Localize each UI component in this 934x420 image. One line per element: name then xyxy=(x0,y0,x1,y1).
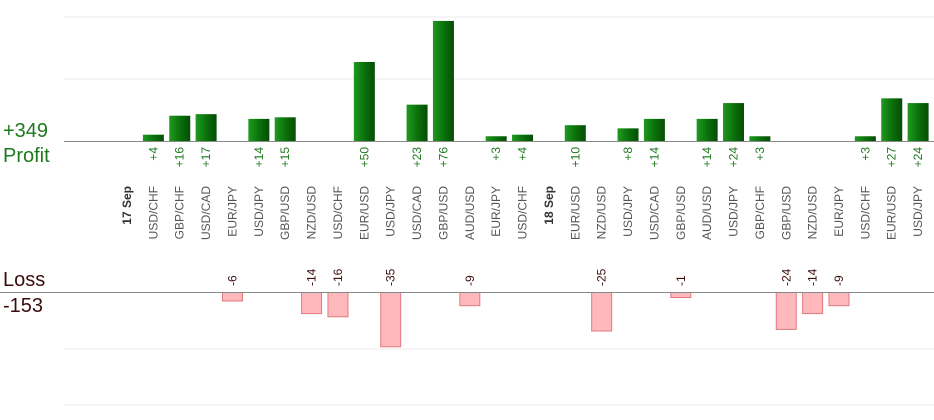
category-label: AUD/USD xyxy=(700,186,714,240)
profit-label: Profit xyxy=(3,145,50,167)
category-label: GBP/CHF xyxy=(173,186,187,239)
profit-value-label: +8 xyxy=(621,147,635,161)
profit-value-label: +24 xyxy=(727,147,741,168)
profit-value-label: +14 xyxy=(647,147,661,168)
category-label: USD/CHF xyxy=(516,186,530,239)
category-label: EUR/USD xyxy=(568,186,582,240)
profit-bar xyxy=(274,117,296,141)
loss-bar xyxy=(828,292,850,307)
profit-value-label: +16 xyxy=(173,147,187,168)
profit-value-label: +4 xyxy=(516,147,530,161)
profit-bar xyxy=(512,134,534,141)
profit-bar xyxy=(432,20,454,142)
profit-bar xyxy=(643,118,665,141)
profit-bar xyxy=(881,98,903,141)
loss-bar xyxy=(301,292,323,315)
category-label: USD/JPY xyxy=(911,186,925,237)
category-label: USD/CHF xyxy=(331,186,345,239)
profit-value-label: +24 xyxy=(911,147,925,168)
profit-bar xyxy=(564,125,586,141)
loss-value-label: -16 xyxy=(331,268,345,286)
loss-value-label: -1 xyxy=(674,275,688,286)
loss-value-label: -25 xyxy=(595,268,609,286)
category-label: GBP/USD xyxy=(779,186,793,240)
profit-value-label: +76 xyxy=(436,147,450,168)
category-label: GBP/USD xyxy=(436,186,450,240)
profit-bar xyxy=(406,104,428,141)
profit-value-label: +15 xyxy=(278,147,292,168)
category-label: EUR/JPY xyxy=(832,186,846,237)
category-label: USD/CHF xyxy=(858,186,872,239)
profit-bar xyxy=(248,118,270,141)
category-label: EUR/JPY xyxy=(225,186,239,237)
loss-bar xyxy=(775,292,797,330)
profit-bar xyxy=(195,114,217,141)
profit-bar xyxy=(169,115,191,141)
loss-value-label: -35 xyxy=(384,268,398,286)
category-label: GBP/CHF xyxy=(753,186,767,239)
profit-value-label: +4 xyxy=(146,147,160,161)
profit-value-label: +3 xyxy=(489,147,503,161)
category-label: EUR/JPY xyxy=(489,186,503,237)
category-label: USD/JPY xyxy=(621,186,635,237)
profit-value-label: +14 xyxy=(252,147,266,168)
profit-bar xyxy=(617,128,639,141)
category-label: EUR/USD xyxy=(885,186,899,240)
loss-label: Loss xyxy=(3,269,46,291)
category-label: USD/CAD xyxy=(647,186,661,240)
profit-value-label: +17 xyxy=(199,147,213,168)
category-label: USD/JPY xyxy=(384,186,398,237)
profit-bar xyxy=(854,136,876,141)
profit-value-label: +23 xyxy=(410,147,424,168)
date-label: 17 Sep xyxy=(120,186,134,225)
date-label: 18 Sep xyxy=(542,186,556,225)
profit-total: +349 xyxy=(3,120,49,142)
profit-value-label: +50 xyxy=(357,147,371,168)
loss-bar xyxy=(591,292,613,332)
profit-bar xyxy=(907,103,929,141)
category-label: NZD/USD xyxy=(595,186,609,240)
category-label: AUD/USD xyxy=(463,186,477,240)
profit-bar xyxy=(723,103,745,141)
category-label: USD/JPY xyxy=(727,186,741,237)
loss-value-label: -14 xyxy=(305,268,319,286)
profit-value-label: +27 xyxy=(885,147,899,168)
loss-bar xyxy=(380,292,402,348)
category-label: USD/CAD xyxy=(410,186,424,240)
loss-bar xyxy=(670,292,692,298)
loss-bar xyxy=(327,292,349,318)
profit-bar xyxy=(485,136,507,141)
profit-value-label: +10 xyxy=(568,147,582,168)
loss-value-label: -9 xyxy=(832,275,846,286)
loss-value-label: -24 xyxy=(779,268,793,286)
loss-bar xyxy=(221,292,243,302)
category-label: NZD/USD xyxy=(806,186,820,240)
profit-value-label: +3 xyxy=(753,147,767,161)
profit-bar xyxy=(696,118,718,141)
profit-bar xyxy=(749,136,771,141)
loss-value-label: -9 xyxy=(463,275,477,286)
loss-bar xyxy=(459,292,481,307)
profit-value-label: +3 xyxy=(858,147,872,161)
loss-value-label: -14 xyxy=(806,268,820,286)
loss-value-label: -6 xyxy=(225,275,239,286)
profit-bar xyxy=(353,62,375,141)
category-label: GBP/USD xyxy=(278,186,292,240)
category-label: GBP/USD xyxy=(674,186,688,240)
category-label: NZD/USD xyxy=(305,186,319,240)
loss-total: -153 xyxy=(3,295,44,317)
category-label: USD/CAD xyxy=(199,186,213,240)
profit-value-label: +14 xyxy=(700,147,714,168)
category-label: USD/JPY xyxy=(252,186,266,237)
profit-bar xyxy=(142,134,164,141)
category-label: EUR/USD xyxy=(357,186,371,240)
category-label: USD/CHF xyxy=(146,186,160,239)
loss-bar xyxy=(802,292,824,315)
